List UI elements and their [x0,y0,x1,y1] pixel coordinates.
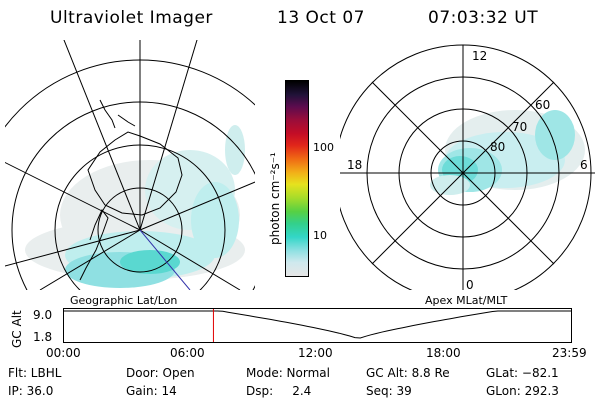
colorbar-tick-100: 100 [313,141,334,154]
coastlines [79,99,183,281]
status-door: Door: Open [126,366,195,380]
mlat-label-80: 80 [490,140,506,154]
status-ip: IP: 36.0 [8,384,54,398]
mlt-label-0: 0 [466,278,474,292]
mlt-lines [340,45,595,290]
app-title: Ultraviolet Imager [50,8,213,28]
timeline-y-max: 9.0 [33,308,53,322]
left-panel-label: Geographic Lat/Lon [70,294,178,307]
mlt-label-12: 12 [472,49,488,63]
colorbar-unit-label: photon cm⁻²s⁻¹ [268,152,282,245]
status-glon: GLon: 292.3 [486,384,559,398]
timeline-x-00: 00:00 [46,346,81,360]
status-gain: Gain: 14 [126,384,177,398]
status-flt: Flt: LBHL [8,366,62,380]
mlat-label-60: 60 [535,98,551,112]
right-panel-label: Apex MLat/MLT [425,294,508,307]
altitude-curve [64,310,572,339]
orbit-altitude-timeline [63,308,572,343]
mlat-label-70: 70 [512,120,528,134]
status-gc-alt: GC Alt: 8.8 Re [366,366,450,380]
longitude-lines [5,40,255,290]
timeline-x-12: 12:00 [298,346,333,360]
time-label: 07:03:32 UT [428,8,539,28]
status-dsp: Dsp: 2.4 [246,384,312,398]
timeline-x-2359: 23:59 [552,346,587,360]
geographic-map [5,40,255,290]
timeline-axis-label: GC Alt [10,310,24,348]
status-glat: GLat: −82.1 [486,366,559,380]
mlt-label-6: 6 [580,158,588,172]
timeline-x-06: 06:00 [170,346,205,360]
timeline-x-18: 18:00 [426,346,461,360]
date-label: 13 Oct 07 [277,8,365,28]
timeline-y-min: 1.8 [33,330,53,344]
status-mode: Mode: Normal [246,366,330,380]
status-seq: Seq: 39 [366,384,412,398]
colorbar-tick-10: 10 [313,229,327,242]
apex-polar-plot [340,44,595,290]
colorbar [285,80,309,277]
mlt-label-18: 18 [347,158,363,172]
aurora-emission-left [25,125,245,288]
